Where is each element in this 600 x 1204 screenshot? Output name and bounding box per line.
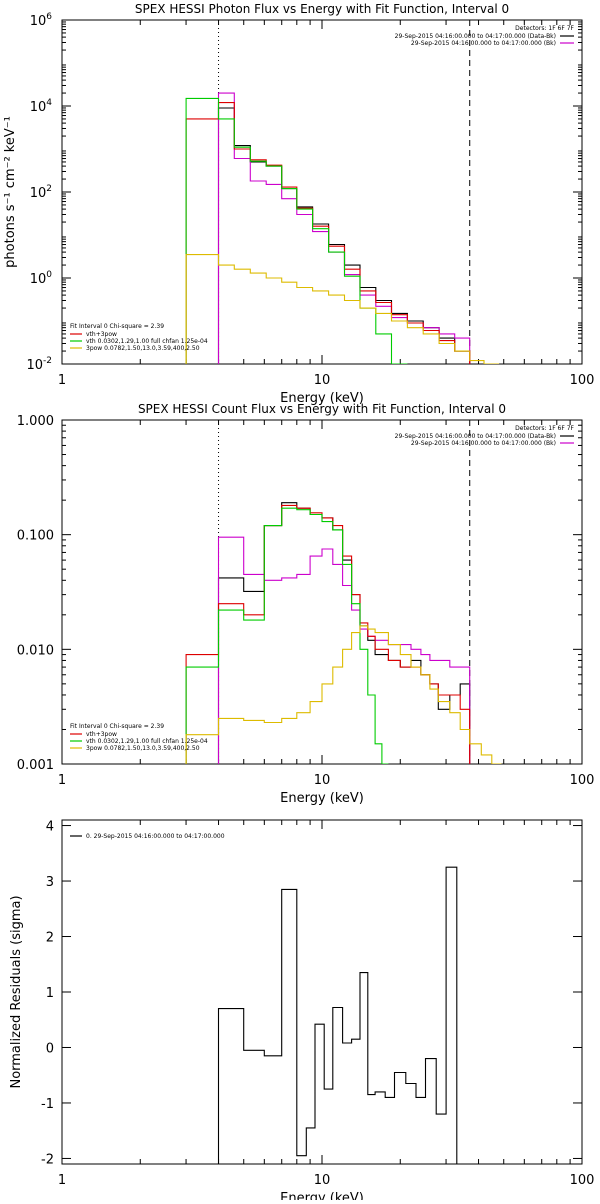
legend-bottom-left: Fit Interval 0 Chi-square = 2.39vth+3pow… (70, 323, 208, 352)
legend-entry-label: 0. 29-Sep-2015 04:16:00.000 to 04:17:00.… (86, 833, 225, 840)
legend-bottom-left: Fit Interval 0 Chi-square = 2.39vth+3pow… (70, 723, 208, 752)
legend-entry-label: vth+3pow (86, 731, 117, 738)
legend-entry-label: 29-Sep-2015 04:16:00.000 to 04:17:00.000… (395, 433, 556, 440)
y-axis-label: photons s⁻¹ cm⁻² keV⁻¹ (3, 116, 18, 268)
x-tick-label: 10 (314, 773, 331, 788)
series-line-1 (217, 866, 469, 1164)
y-tick-label: 0.010 (17, 643, 54, 658)
y-tick-label: 0 (46, 1041, 54, 1056)
y-tick-label: 1 (46, 986, 54, 1001)
series-line-2 (217, 92, 471, 364)
series-line-3 (185, 102, 471, 364)
y-tick-label: 104 (30, 98, 53, 115)
series-line-2 (217, 536, 471, 764)
y-tick-exp: 2 (46, 184, 52, 194)
plot-panel-3: 1 10 100 -2 -1 0 1 2 3 4 Energy (keV) Normalized Re… (9, 819, 595, 1204)
y-tick-base: 10 (30, 14, 47, 29)
y-tick-label: 100 (30, 270, 53, 287)
y-tick-exp: -2 (43, 356, 52, 366)
plot-frame (61, 419, 583, 765)
plot-title: SPEX HESSI Count Flux vs Energy with Fit… (138, 402, 506, 416)
y-tick-label: 2 (46, 931, 54, 946)
series-line-4 (185, 507, 389, 764)
series-group (185, 502, 502, 764)
plot-title: SPEX HESSI Photon Flux vs Energy with Fi… (135, 2, 509, 16)
y-tick-label: 3 (46, 875, 54, 890)
series-line-1 (217, 107, 471, 364)
x-tick-label: 100 (570, 773, 595, 788)
plot-frame (61, 819, 583, 1165)
y-tick-exp: 4 (46, 98, 52, 108)
y-tick-base: 10 (30, 100, 47, 115)
x-tick-label: 100 (570, 1173, 595, 1188)
series-line-5 (185, 254, 500, 364)
plot-panel-2: 1 10 100 0.001 0.010 0.100 1.000 SPEX HESSI Cou… (17, 402, 595, 806)
series-line-5 (185, 625, 502, 764)
y-tick-label: 102 (30, 184, 52, 201)
legend-entry-label: 29-Sep-2015 04:16:00.000 to 04:17:00.000… (395, 33, 556, 40)
legend-entry-label: 3pow 0.0782,1.50,13.0,3.59,400,2.50 (86, 745, 200, 752)
y-tick-label: 10-2 (26, 356, 52, 373)
legend-entry-label: vth 0.0302,1.29,1.00 full chfan 1.25e-04 (86, 338, 208, 345)
legend-entry-label: 3pow 0.0782,1.50,13.0,3.59,400,2.50 (86, 345, 200, 352)
x-axis-label: Energy (keV) (280, 1191, 364, 1200)
y-tick-base: 10 (26, 358, 43, 373)
x-tick-label: 1 (58, 373, 66, 388)
plot-frame (61, 19, 583, 365)
x-tick-label: 1 (58, 773, 66, 788)
y-tick-label: -1 (41, 1097, 54, 1112)
x-axis-label: Energy (keV) (280, 791, 364, 806)
x-tick-label: 10 (314, 1173, 331, 1188)
legend-entry-label: 29-Sep-2015 04:16:00.000 to 04:17:00.000… (411, 40, 556, 47)
legend-entry-label: 29-Sep-2015 04:16:00.000 to 04:17:00.000… (411, 440, 556, 447)
series-line-3 (185, 504, 471, 764)
x-axis-label: Energy (keV) (280, 391, 364, 406)
y-tick-label: -2 (41, 1152, 54, 1167)
y-tick-exp: 0 (46, 270, 52, 280)
legend-header: Fit Interval 0 Chi-square = 2.39 (70, 323, 164, 330)
legend-header: Fit Interval 0 Chi-square = 2.39 (70, 723, 164, 730)
y-tick-base: 10 (30, 272, 47, 287)
y-tick-base: 10 (30, 186, 47, 201)
series-group (185, 92, 500, 364)
legend-entry-label: vth 0.0302,1.29,1.00 full chfan 1.25e-04 (86, 738, 208, 745)
x-tick-label: 1 (58, 1173, 66, 1188)
series-group (217, 866, 469, 1164)
y-axis-label: Normalized Residuals (sigma) (9, 895, 24, 1088)
y-tick-exp: 6 (46, 12, 52, 22)
legend-header: Detectors: 1F 6F 7F (515, 425, 574, 432)
series-line-1 (217, 502, 471, 764)
y-tick-label: 0.100 (17, 529, 54, 544)
legend-top-left: 0. 29-Sep-2015 04:16:00.000 to 04:17:00.… (70, 833, 225, 840)
x-tick-label: 10 (314, 373, 331, 388)
series-line-4 (185, 97, 408, 364)
legend-entry-label: vth+3pow (86, 331, 117, 338)
y-tick-label: 106 (30, 12, 53, 29)
legend-header: Detectors: 1F 6F 7F (515, 25, 574, 32)
y-tick-label: 1.000 (17, 414, 54, 429)
y-tick-label: 4 (46, 820, 54, 835)
y-tick-label: 0.001 (17, 758, 54, 773)
x-tick-label: 100 (570, 373, 595, 388)
